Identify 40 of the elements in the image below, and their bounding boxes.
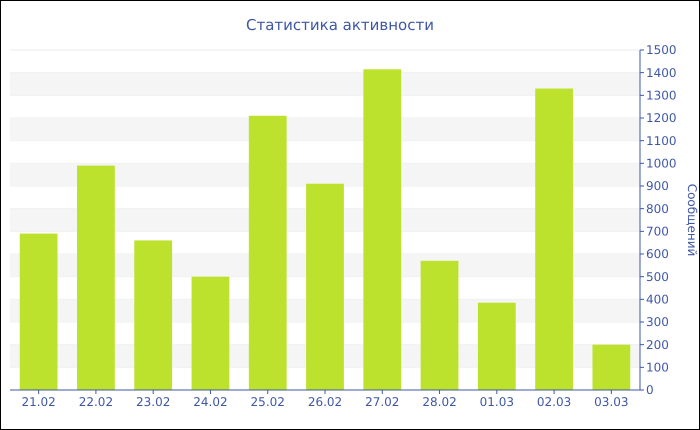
bar [77,166,115,390]
x-tick-label: 22.02 [78,395,114,409]
y2-tick-label: 1400 [646,66,677,80]
bar [306,184,344,390]
x-tick-label: 28.02 [422,395,457,409]
y2-tick-label: 1500 [646,43,677,58]
y2-tick-label: 0 [646,383,654,398]
x-tick-label: 01.03 [480,395,514,409]
y2-tick-label: 100 [646,360,669,375]
bar [192,276,230,390]
y2-tick-label: 1100 [646,134,677,148]
y2-tick-label: 200 [646,338,669,352]
bar [535,88,573,390]
bar [420,260,458,390]
y2-tick-label: 1200 [646,111,677,126]
x-tick-label: 02.03 [536,395,572,409]
y2-tick-label: 1300 [646,88,677,103]
y2-axis-title: Сообщений [685,184,699,256]
y2-tick-label: 1000 [646,156,677,171]
bar [478,302,516,390]
y2-tick-label: 900 [646,179,669,194]
bar [134,240,172,390]
x-tick-label: 25.02 [250,395,285,409]
y2-tick-label: 700 [646,224,669,239]
x-tick-label: 21.02 [21,395,56,409]
chart-title: Статистика активности [246,16,434,34]
x-tick-label: 26.02 [308,395,342,409]
x-tick-label: 27.02 [365,395,400,409]
x-tick-label: 23.02 [136,395,170,409]
y2-tick-label: 500 [646,270,669,284]
x-tick-label: 24.02 [193,395,228,409]
y2-tick-label: 300 [646,315,669,330]
bar [248,116,287,390]
x-tick-label: 03.03 [594,395,629,409]
y2-tick-label: 600 [646,247,669,262]
y2-tick-label: 400 [646,292,669,307]
y2-tick-label: 800 [646,202,669,216]
bar [20,234,58,390]
bar [363,69,402,390]
bar [592,344,630,390]
